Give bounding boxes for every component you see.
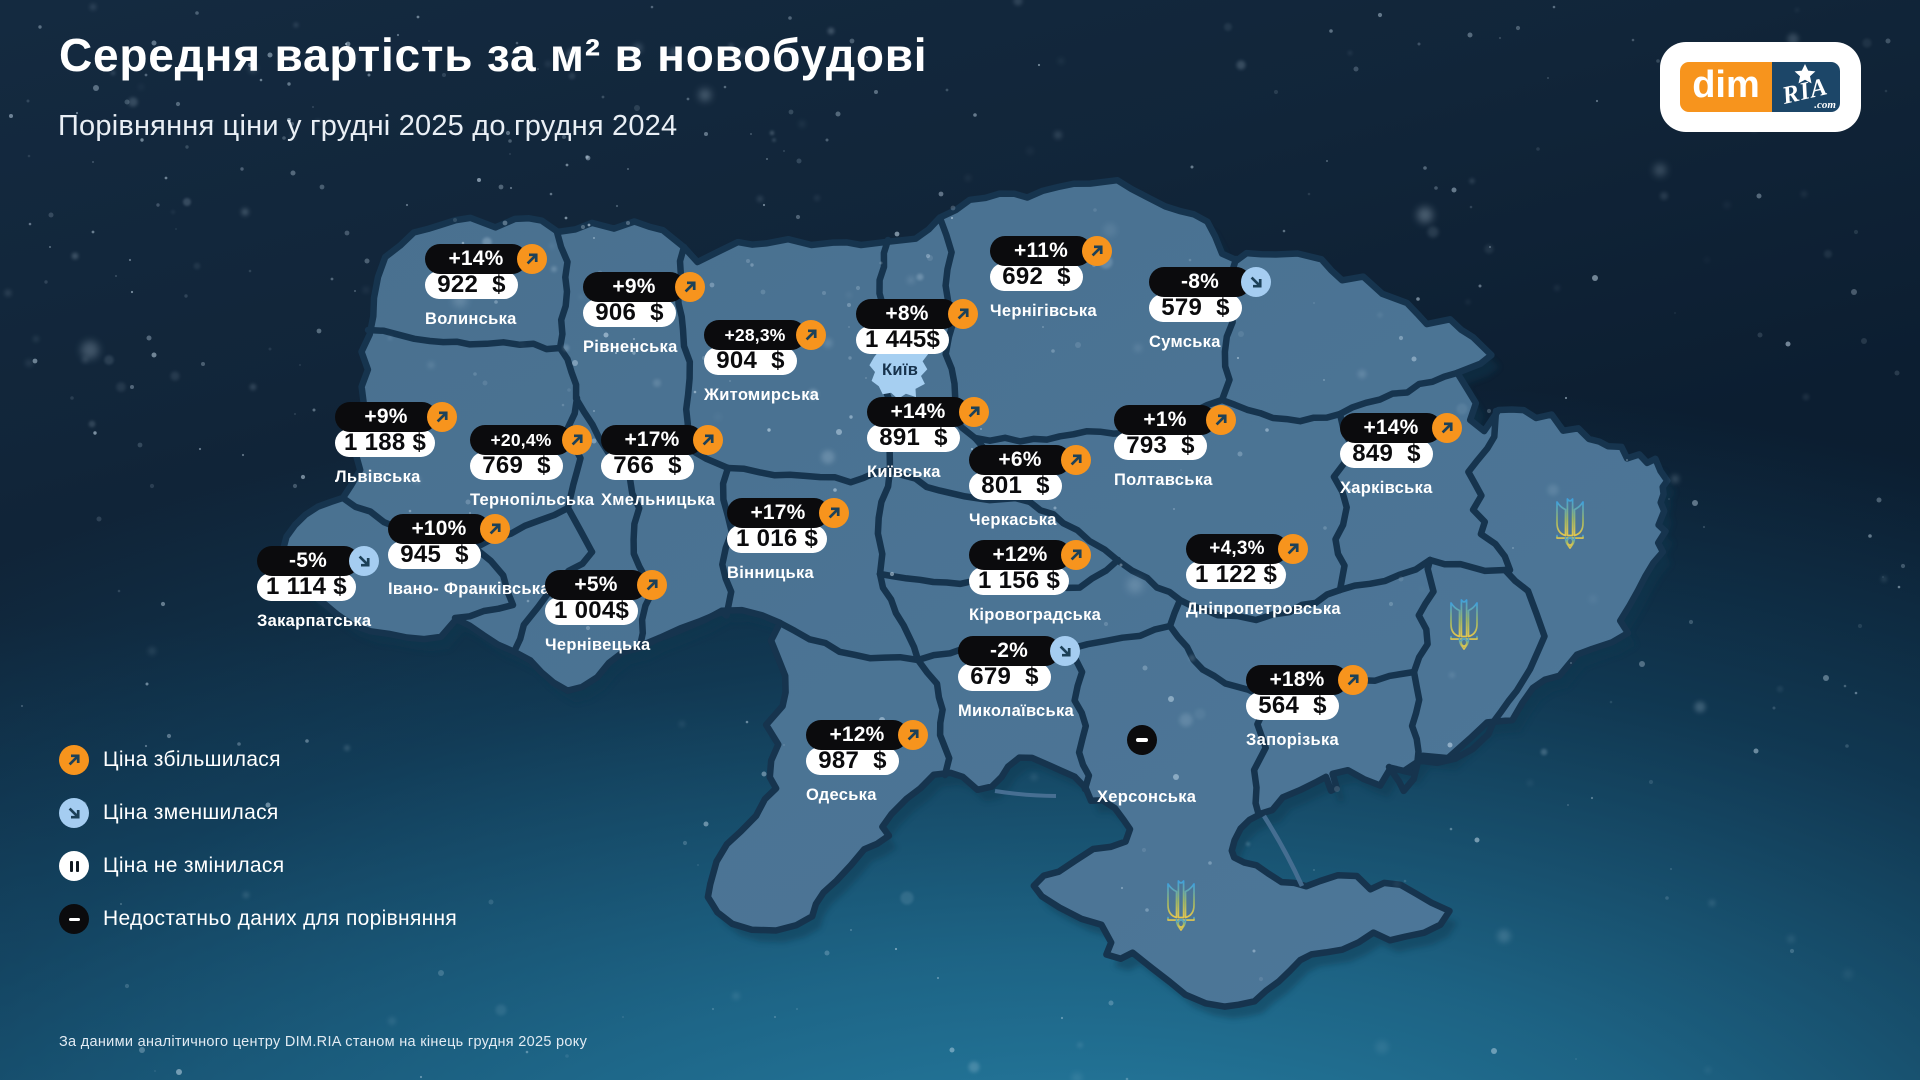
svg-text:.com: .com [1814,99,1836,111]
